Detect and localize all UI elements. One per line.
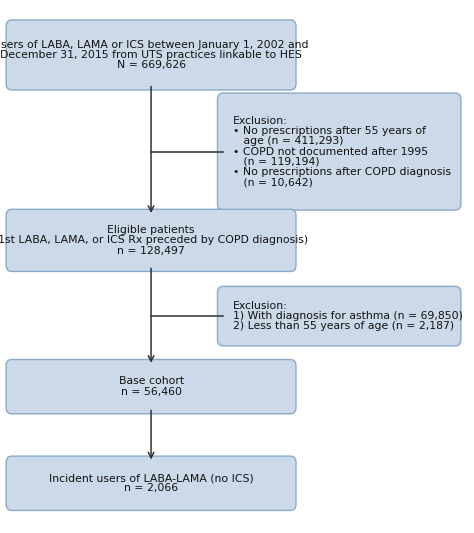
- FancyBboxPatch shape: [6, 20, 296, 90]
- FancyBboxPatch shape: [6, 359, 296, 414]
- Text: • COPD not documented after 1995: • COPD not documented after 1995: [233, 147, 428, 157]
- Text: Exclusion:: Exclusion:: [233, 116, 288, 126]
- Text: • No prescriptions after 55 years of: • No prescriptions after 55 years of: [233, 126, 426, 136]
- FancyBboxPatch shape: [218, 93, 461, 210]
- Text: 1) With diagnosis for asthma (n = 69,850): 1) With diagnosis for asthma (n = 69,850…: [233, 311, 463, 321]
- FancyBboxPatch shape: [6, 456, 296, 511]
- Text: Eligible patients: Eligible patients: [107, 225, 195, 235]
- Text: (1st LABA, LAMA, or ICS Rx preceded by COPD diagnosis): (1st LABA, LAMA, or ICS Rx preceded by C…: [0, 236, 308, 245]
- Text: Exclusion:: Exclusion:: [233, 301, 288, 311]
- Text: 2) Less than 55 years of age (n = 2,187): 2) Less than 55 years of age (n = 2,187): [233, 321, 455, 332]
- Text: Users of LABA, LAMA or ICS between January 1, 2002 and: Users of LABA, LAMA or ICS between Janua…: [0, 39, 309, 50]
- Text: N = 669,626: N = 669,626: [117, 60, 186, 70]
- Text: • No prescriptions after COPD diagnosis: • No prescriptions after COPD diagnosis: [233, 167, 451, 177]
- FancyBboxPatch shape: [218, 286, 461, 346]
- Text: n = 128,497: n = 128,497: [117, 246, 185, 256]
- Text: n = 2,066: n = 2,066: [124, 483, 178, 494]
- Text: n = 56,460: n = 56,460: [120, 387, 182, 397]
- Text: (n = 10,642): (n = 10,642): [233, 177, 313, 188]
- Text: age (n = 411,293): age (n = 411,293): [233, 136, 344, 146]
- Text: December 31, 2015 from UTS practices linkable to HES: December 31, 2015 from UTS practices lin…: [0, 50, 302, 60]
- Text: (n = 119,194): (n = 119,194): [233, 157, 320, 167]
- Text: Incident users of LABA-LAMA (no ICS): Incident users of LABA-LAMA (no ICS): [49, 473, 254, 483]
- Text: Base cohort: Base cohort: [118, 376, 183, 386]
- FancyBboxPatch shape: [6, 209, 296, 271]
